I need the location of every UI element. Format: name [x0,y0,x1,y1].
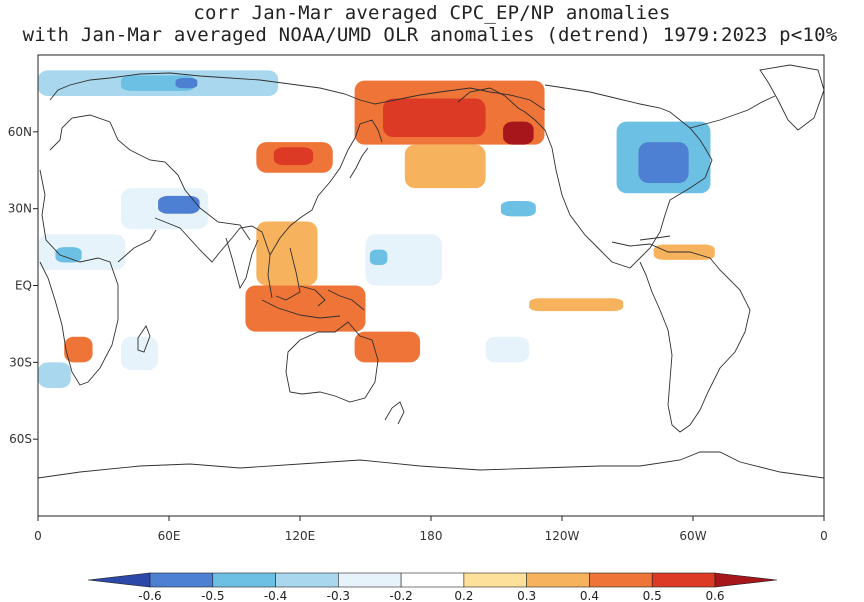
colorbar-tick-label: -0.6 [138,589,161,602]
anomaly-region [500,200,536,217]
x-tick-label: 0 [34,529,42,543]
colorbar-swatch [149,572,214,588]
y-tick-label: 60N [8,125,32,139]
figure-title-line-1: corr Jan-Mar averaged CPC_EP/NP anomalie… [193,2,671,24]
anomaly-region [485,336,530,363]
anomaly-region [369,249,388,266]
colorbar-swatch [212,572,276,588]
anomaly-region [638,142,689,184]
colorbar-tick-label: 0.3 [517,589,536,602]
anomaly-region [120,336,159,371]
x-tick-label: 60W [679,529,706,543]
anomaly-region [404,144,486,189]
map-axes: 0 60E 120E 180 120W 60W 0 60N 30N EQ 30S 60S [8,125,828,543]
colorbar-swatch [651,572,716,588]
anomaly-region [55,247,82,263]
x-tick-label: 120W [545,529,580,543]
anomaly-region [120,75,196,91]
anomaly-region [245,285,366,332]
colorbar: -0.6 -0.5 -0.4 -0.3 -0.2 0.2 0.3 0.4 0.5 0.6 [87,572,778,602]
x-tick-label: 0 [820,529,828,543]
anomaly-region [365,234,442,286]
y-tick-label: 30S [9,355,32,369]
coastlines [38,64,824,479]
y-tick-label: 60S [9,432,32,446]
anomaly-region [64,336,93,363]
x-tick-label: 60E [158,529,181,543]
colorbar-swatch [463,572,527,588]
anomaly-region [382,98,486,137]
colorbar-tick-label: 0.2 [454,589,473,602]
colorbar-tick-label: -0.5 [201,589,224,602]
anomaly-region [529,298,624,312]
colorbar-tick-label: -0.3 [327,589,350,602]
y-tick-label: EQ [15,279,32,293]
anomaly-region [158,195,200,214]
figure-title-line-2: with Jan-Mar averaged NOAA/UMD OLR anoma… [22,24,838,46]
colorbar-tick-label: -0.2 [389,589,412,602]
colorbar-tick-label: -0.4 [264,589,287,602]
anomaly-region [175,78,198,89]
anomaly-region [256,221,318,286]
x-tick-label: 120E [285,529,316,543]
colorbar-tick-label: 0.4 [580,589,599,602]
colorbar-tick-label: 0.6 [705,589,724,602]
colorbar-swatch [400,572,465,588]
colorbar-extension-high [714,572,778,588]
anomaly-region [38,362,71,388]
colorbar-swatch [526,572,590,588]
colorbar-swatch [275,572,339,588]
colorbar-extension-low [87,572,151,588]
anomaly-region [354,331,421,363]
anomaly-region [503,121,534,145]
colorbar-swatch [589,572,653,588]
colorbar-swatch [338,572,402,588]
anomaly-region [273,147,314,166]
colorbar-tick-label: 0.5 [643,589,662,602]
y-tick-label: 30N [8,202,32,216]
x-tick-label: 180 [420,529,443,543]
